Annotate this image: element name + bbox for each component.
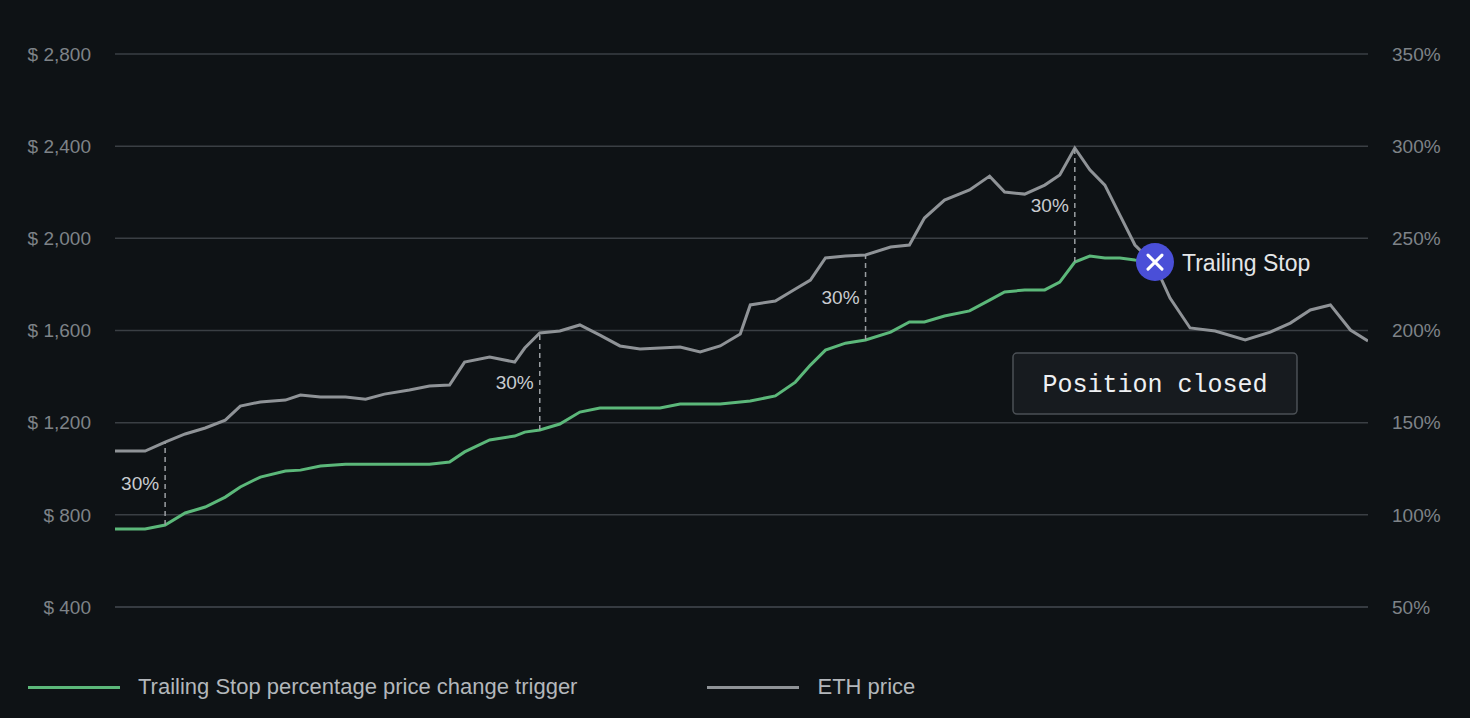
- svg-text:30%: 30%: [822, 287, 860, 308]
- svg-text:250%: 250%: [1392, 228, 1441, 249]
- svg-text:Trailing Stop: Trailing Stop: [1182, 250, 1310, 276]
- svg-text:$ 2,400: $ 2,400: [28, 136, 91, 157]
- svg-text:50%: 50%: [1392, 597, 1430, 618]
- svg-text:$ 800: $ 800: [43, 505, 91, 526]
- svg-text:200%: 200%: [1392, 320, 1441, 341]
- svg-text:30%: 30%: [121, 473, 159, 494]
- html-text:ETH price: ETH price: [817, 674, 916, 699]
- svg-text:30%: 30%: [496, 372, 534, 393]
- svg-text:30%: 30%: [1031, 195, 1069, 216]
- svg-text:$ 400: $ 400: [43, 597, 91, 618]
- svg-text:300%: 300%: [1392, 136, 1441, 157]
- svg-text:$ 2,800: $ 2,800: [28, 44, 91, 65]
- html-text:Trailing Stop percentage price: Trailing Stop percentage price change tr…: [138, 674, 578, 699]
- svg-text:100%: 100%: [1392, 505, 1441, 526]
- svg-text:Position closed: Position closed: [1042, 371, 1267, 400]
- svg-text:$ 2,000: $ 2,000: [28, 228, 91, 249]
- svg-text:150%: 150%: [1392, 412, 1441, 433]
- svg-text:$ 1,200: $ 1,200: [28, 412, 91, 433]
- svg-text:$ 1,600: $ 1,600: [28, 320, 91, 341]
- svg-text:350%: 350%: [1392, 44, 1441, 65]
